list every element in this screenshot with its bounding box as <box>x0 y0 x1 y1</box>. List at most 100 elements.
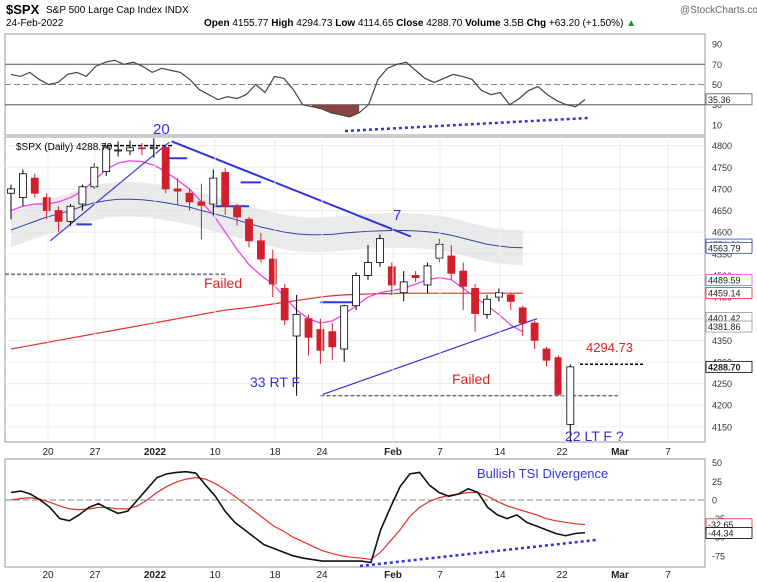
x-tick-label: 10 <box>209 570 221 581</box>
trendline-20-to-7 <box>171 140 412 238</box>
ohlc-summary: Open 4155.77 High 4294.73 Low 4114.65 Cl… <box>204 18 636 29</box>
x-axis-group: 20 20 27 27 2022 2022 10 10 18 18 24 24 Feb Feb 7 7 14 14… <box>42 137 671 581</box>
rsi-last-value-box <box>705 93 753 106</box>
price-legend: $SPX (Daily) 4288.70 <box>16 142 113 153</box>
x-tick-label: 27 <box>89 447 101 458</box>
price-tick-label: 4200 <box>712 401 732 411</box>
tsi-right-label: -32.65 <box>708 520 734 530</box>
candle-up <box>566 366 575 425</box>
price-right-label: 4489.59 <box>708 275 741 285</box>
chg-value: +63.20 (+1.50%) <box>549 18 624 29</box>
x-tick-label: 7 <box>665 570 671 581</box>
x-tick-label: 7 <box>665 447 671 458</box>
low-label: Low <box>335 18 355 29</box>
candle-up <box>352 275 361 307</box>
x-tick-label: Feb <box>384 447 402 458</box>
candle-up <box>209 177 218 205</box>
candle-down <box>554 357 563 395</box>
candle-down <box>530 322 539 341</box>
candle-up <box>102 147 111 173</box>
candle-down <box>54 210 63 222</box>
close-label: Close <box>396 18 424 29</box>
candle-down <box>387 266 396 286</box>
rsi-oversold-fill <box>312 104 360 117</box>
price-right-label-box <box>705 287 753 300</box>
label-failed-2: Failed <box>452 371 490 387</box>
x-tick-label: 7 <box>437 570 443 581</box>
candle-down <box>42 197 51 211</box>
candle-down <box>30 177 39 194</box>
label-22-lt-f: 22 LT F ? <box>565 428 624 444</box>
tsi-tick-label: -75 <box>712 551 725 561</box>
price-tick-label: 4550 <box>712 249 732 259</box>
exchange-text: INDX <box>165 5 189 16</box>
tsi-tick-label: 50 <box>712 458 722 468</box>
x-tick-label: 18 <box>269 570 281 581</box>
tsi-line <box>10 470 586 564</box>
price-tick-label: 4650 <box>712 206 732 216</box>
x-tick-label: 2022 <box>144 570 167 581</box>
price-right-label-box <box>705 241 753 254</box>
candle-up <box>66 205 75 222</box>
label-20: 20 <box>153 121 170 138</box>
tsi-tick-label: 25 <box>712 477 722 487</box>
rsi-group: 90 70 50 30 10 35.36 <box>5 40 753 133</box>
candle-up <box>78 186 87 205</box>
price-right-label: 4401.42 <box>708 314 741 324</box>
tsi-annotation: Bullish TSI Divergence <box>477 466 608 481</box>
label-high: 4294.73 <box>586 340 633 355</box>
candle-down <box>459 270 468 287</box>
x-tick-label: Feb <box>384 570 402 581</box>
candle-down <box>185 192 194 203</box>
label-failed-1: Failed <box>204 275 242 291</box>
watermark: @StockCharts.com <box>680 5 757 16</box>
candle-up <box>90 166 99 188</box>
candle-down <box>161 146 170 190</box>
candle-down <box>197 201 206 206</box>
price-right-label: 4563.79 <box>708 243 741 253</box>
x-tick-label: 20 <box>42 570 54 581</box>
price-tick-label: 4700 <box>712 184 732 194</box>
candle-up <box>375 238 384 263</box>
price-right-label-box <box>705 320 753 333</box>
candle-up <box>399 281 408 294</box>
open-value: 4155.77 <box>232 18 269 29</box>
symbol-title: $SPX <box>6 2 40 17</box>
price-tick-label: 4250 <box>712 379 732 389</box>
price-tick-label: 4600 <box>712 228 732 238</box>
high-label: High <box>271 18 293 29</box>
index-name: S&P 500 Large Cap Index INDX <box>46 5 189 16</box>
trendline-33-to-peak <box>322 318 538 395</box>
x-tick-label: 24 <box>316 570 328 581</box>
price-right-label: 4459.14 <box>708 289 741 299</box>
candle-down <box>411 275 420 279</box>
rsi-divergence-line <box>344 116 589 133</box>
chg-arrow-icon: ▲ <box>626 18 636 29</box>
price-group: 4800475047004650460045504500445044004350… <box>5 138 753 443</box>
rsi-tick-label: 90 <box>712 40 722 50</box>
tsi-tick-label: 0 <box>712 495 717 505</box>
rsi-line <box>10 59 586 118</box>
volume-label: Volume <box>465 18 501 29</box>
price-right-label: 4381.86 <box>708 322 741 332</box>
rsi-tick-label: 30 <box>712 100 722 110</box>
candle-down <box>447 255 456 274</box>
x-tick-label: 14 <box>494 447 506 458</box>
candle-down <box>542 348 551 361</box>
price-right-label-box <box>705 274 753 286</box>
candle-up <box>114 149 122 152</box>
candle-down <box>137 147 146 150</box>
candle-up <box>494 292 503 298</box>
price-tick-label: 4350 <box>712 336 732 346</box>
rsi-last-value: 35.36 <box>708 95 731 105</box>
price-tick-label: 4800 <box>712 141 732 151</box>
candle-down <box>328 331 337 348</box>
price-right-label: 4288.70 <box>708 362 741 372</box>
open-label: Open <box>204 18 230 29</box>
x-tick-label: 27 <box>89 570 101 581</box>
low-value: 4114.65 <box>358 18 394 29</box>
candle-up <box>435 243 444 259</box>
price-tick-label: 4750 <box>712 163 732 173</box>
